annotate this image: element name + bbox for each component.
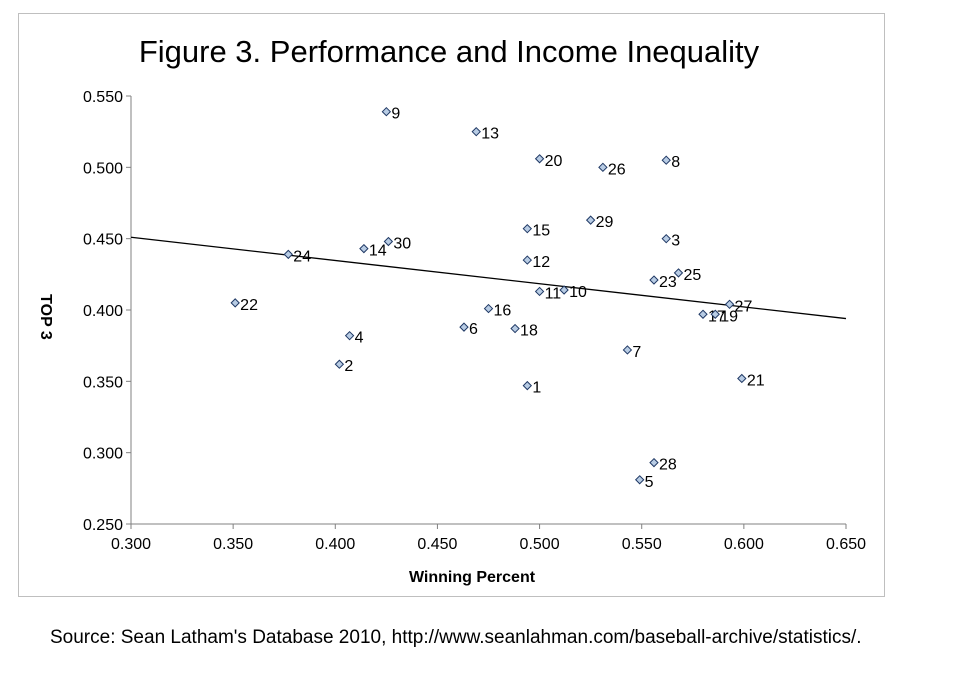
data-point-label: 24 xyxy=(293,248,311,265)
data-point xyxy=(522,223,533,234)
y-axis: 0.250 0.300 0.350 0.400 0.450 0.500 0.550 xyxy=(83,89,132,534)
data-point-label: 26 xyxy=(608,161,626,178)
data-point xyxy=(622,345,633,355)
x-tick-label: 0.500 xyxy=(520,536,560,553)
y-tick-label: 0.550 xyxy=(83,89,123,106)
data-point-label: 2 xyxy=(344,358,353,375)
data-point xyxy=(559,285,569,295)
data-point-label: 4 xyxy=(355,330,364,347)
data-point xyxy=(534,286,545,297)
data-point-label: 22 xyxy=(240,297,258,314)
data-point-label: 30 xyxy=(393,236,411,253)
data-point xyxy=(381,106,392,117)
data-point xyxy=(649,275,659,285)
data-point-label: 19 xyxy=(720,308,738,325)
data-point xyxy=(698,309,708,319)
data-point-label: 9 xyxy=(391,106,400,123)
data-point-label: 8 xyxy=(671,154,680,171)
x-axis-title: Winning Percent xyxy=(409,569,536,586)
data-point xyxy=(522,380,533,391)
x-axis: 0.300 0.350 0.400 0.450 0.500 0.550 0.600 0.650 xyxy=(111,523,866,553)
data-point xyxy=(534,154,545,164)
data-point xyxy=(737,373,747,384)
x-tick-label: 0.600 xyxy=(724,536,764,553)
x-tick-label: 0.400 xyxy=(315,536,355,553)
data-point xyxy=(471,126,481,137)
data-point-label: 16 xyxy=(494,303,512,320)
data-point xyxy=(649,457,659,468)
data-point xyxy=(459,322,469,332)
data-point-label: 15 xyxy=(532,223,550,240)
data-point xyxy=(724,299,735,310)
y-tick-label: 0.250 xyxy=(83,517,123,534)
data-point-label: 23 xyxy=(659,274,677,291)
x-tick-label: 0.450 xyxy=(417,536,457,553)
data-point xyxy=(283,249,294,260)
data-point-label: 21 xyxy=(747,372,765,389)
data-point xyxy=(661,233,671,244)
data-point-label: 6 xyxy=(469,321,478,338)
data-point-label: 10 xyxy=(569,284,587,301)
chart-frame: Figure 3. Performance and Income Inequal… xyxy=(18,13,885,597)
data-point-label: 5 xyxy=(645,474,654,491)
data-point-label: 3 xyxy=(671,233,680,250)
data-point xyxy=(710,309,720,319)
y-tick-label: 0.300 xyxy=(83,446,123,463)
data-point-label: 1 xyxy=(532,380,541,397)
data-point-label: 29 xyxy=(596,214,614,231)
data-point xyxy=(483,303,494,314)
data-point-label: 28 xyxy=(659,457,677,474)
source-note: Source: Sean Latham's Database 2010, htt… xyxy=(50,627,862,648)
x-tick-label: 0.350 xyxy=(213,536,253,553)
data-point xyxy=(634,475,645,485)
data-point xyxy=(383,236,394,247)
y-axis-title: TOP 3 xyxy=(37,294,54,340)
data-point xyxy=(598,162,608,173)
scatter-chart: Figure 3. Performance and Income Inequal… xyxy=(37,34,866,586)
data-point-label: 11 xyxy=(545,285,562,302)
data-point xyxy=(673,268,684,278)
y-tick-label: 0.500 xyxy=(83,160,123,177)
y-tick-label: 0.400 xyxy=(83,303,123,320)
data-point-label: 18 xyxy=(520,323,538,340)
data-point xyxy=(522,255,533,265)
data-points: 1234567891011121314151617181920212223242… xyxy=(230,106,765,491)
y-tick-label: 0.450 xyxy=(83,232,123,249)
data-point xyxy=(661,155,671,165)
chart-title: Figure 3. Performance and Income Inequal… xyxy=(139,34,760,69)
data-point-label: 25 xyxy=(683,267,701,284)
x-tick-label: 0.550 xyxy=(622,536,662,553)
data-point xyxy=(230,298,240,308)
data-point xyxy=(585,215,596,225)
data-point-label: 12 xyxy=(532,254,550,271)
data-point-label: 13 xyxy=(481,126,499,143)
data-point-label: 7 xyxy=(632,344,641,361)
data-point xyxy=(334,359,345,369)
x-tick-label: 0.300 xyxy=(111,536,151,553)
data-point-label: 27 xyxy=(735,298,753,315)
data-point-label: 20 xyxy=(545,153,563,170)
y-tick-label: 0.350 xyxy=(83,374,123,391)
x-tick-label: 0.650 xyxy=(826,536,866,553)
data-point xyxy=(510,323,520,334)
data-point xyxy=(344,330,355,341)
data-point xyxy=(359,243,369,254)
data-point-label: 14 xyxy=(369,243,387,260)
